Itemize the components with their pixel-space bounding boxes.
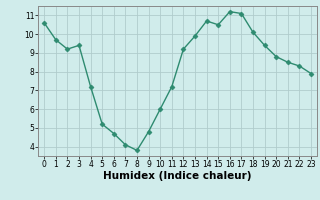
- X-axis label: Humidex (Indice chaleur): Humidex (Indice chaleur): [103, 171, 252, 181]
